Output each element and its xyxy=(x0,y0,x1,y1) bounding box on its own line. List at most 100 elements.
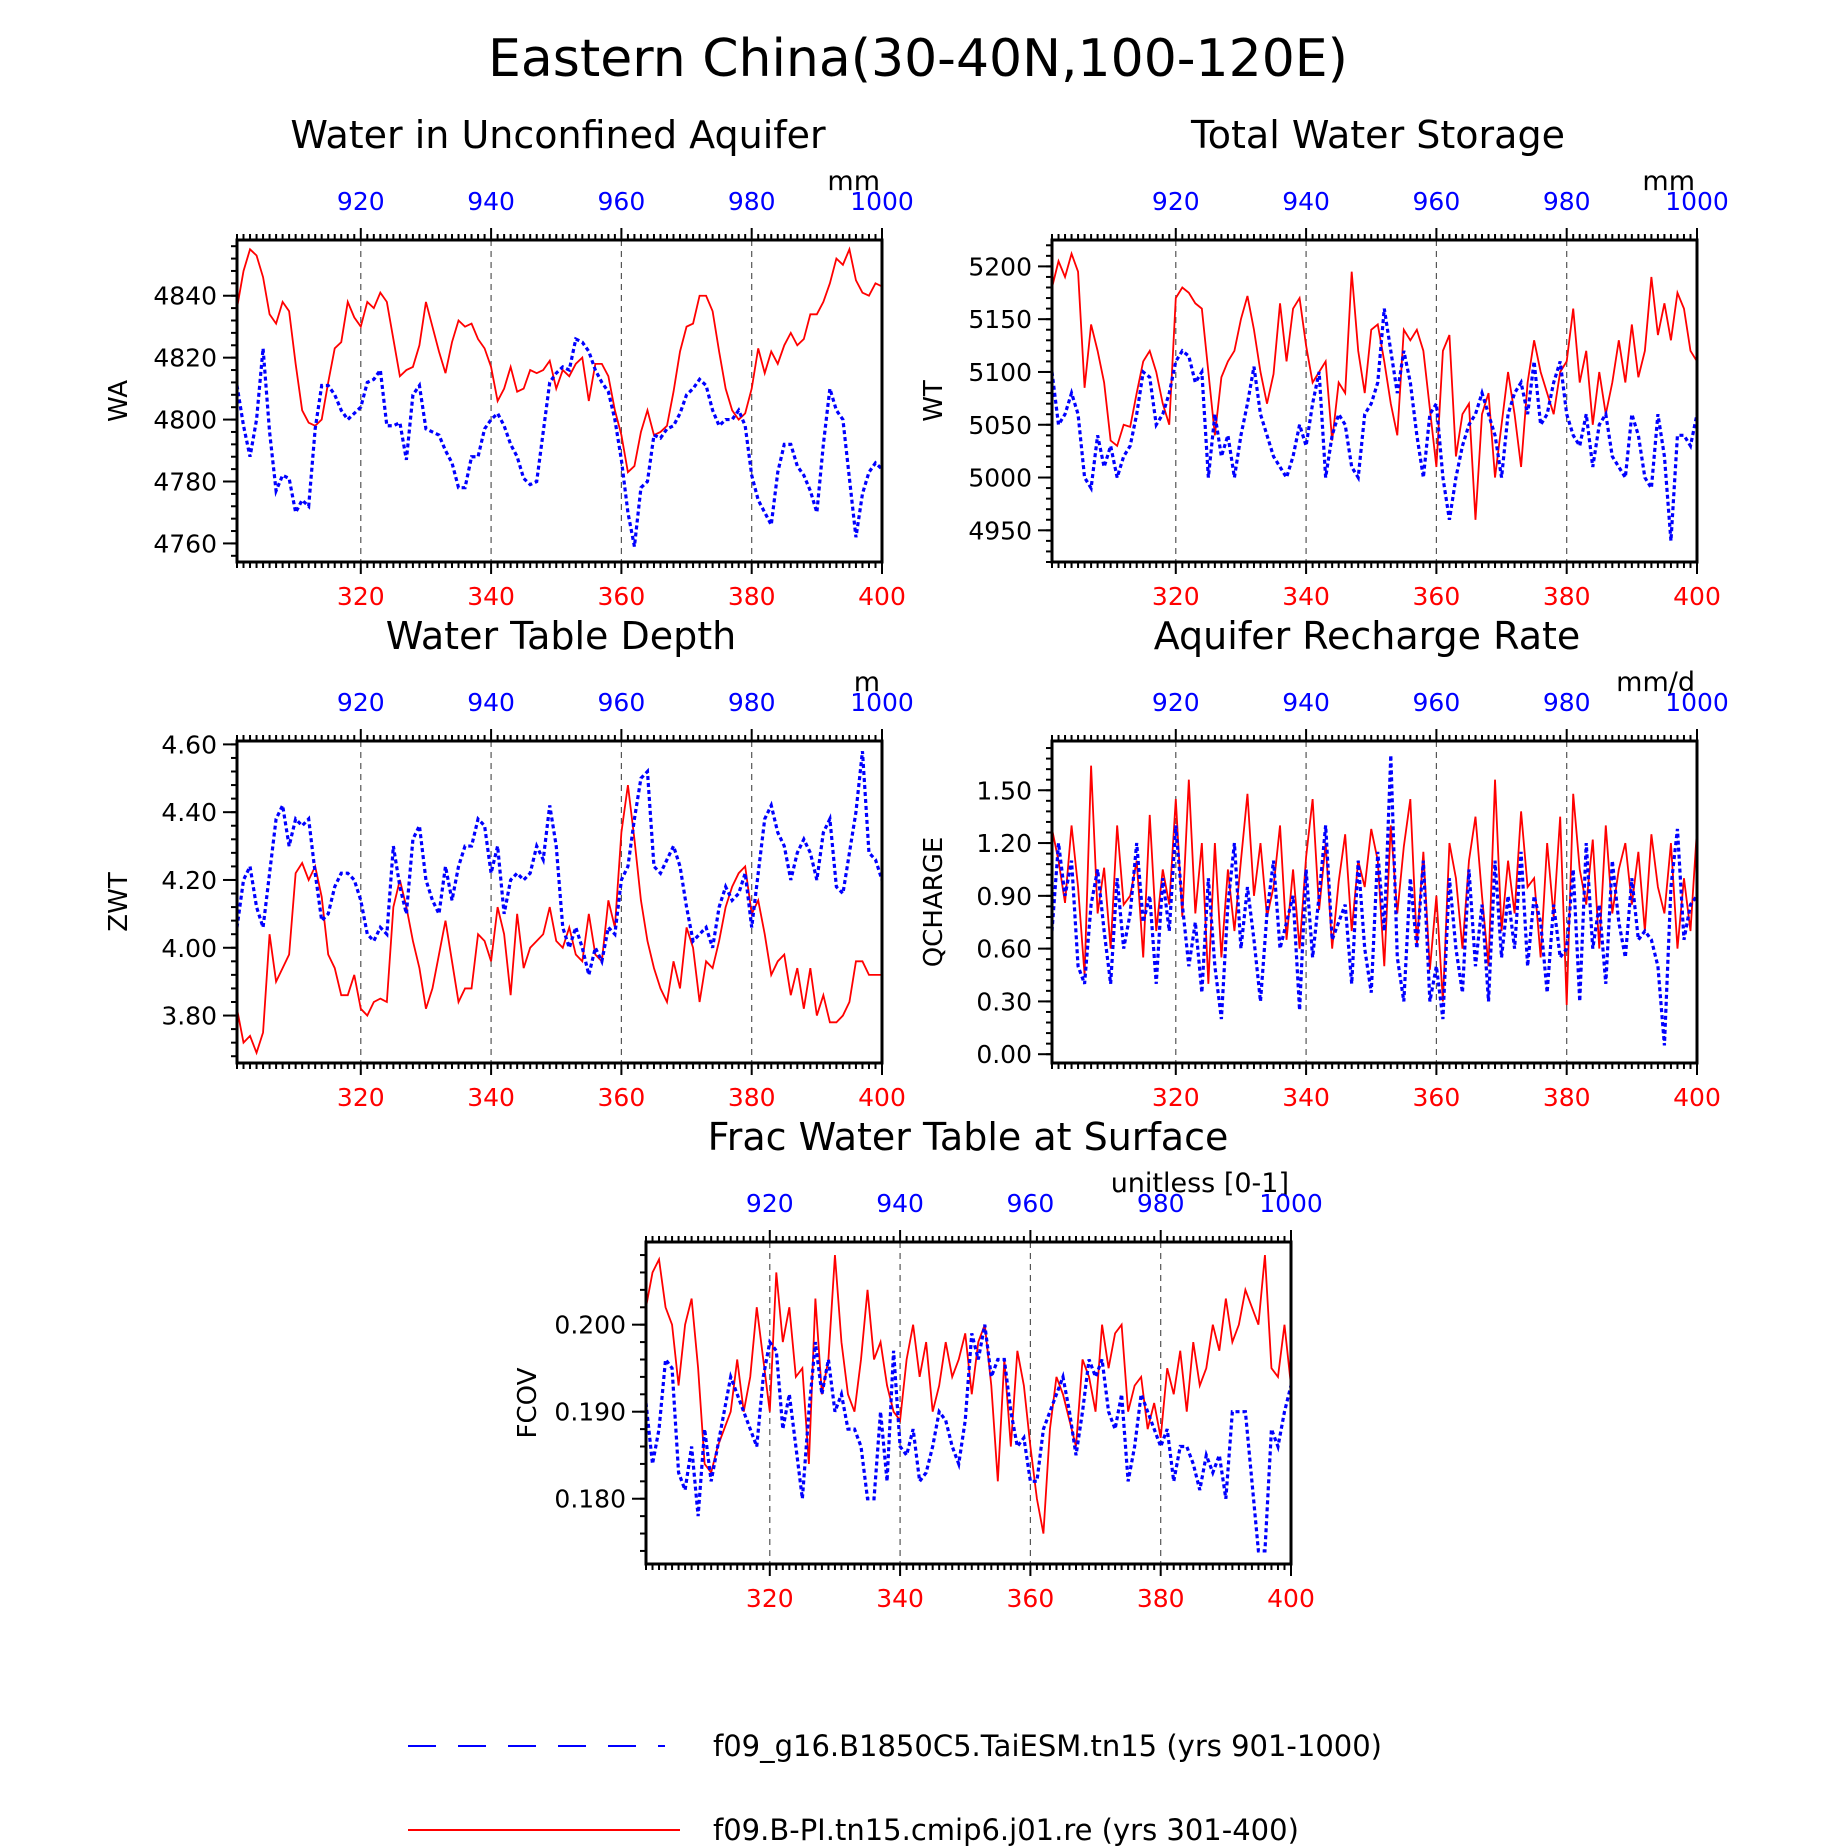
x-tick-label-top: 940 xyxy=(1282,187,1330,216)
x-tick-label-bottom: 360 xyxy=(1007,1584,1055,1613)
chart-panel: Aquifer Recharge Rate mm/d QCHARGE 320 340 36… xyxy=(919,614,1729,1112)
plot-frame xyxy=(1050,739,1699,1065)
plot-frame xyxy=(644,1240,1293,1566)
x-tick-label-bottom: 360 xyxy=(1413,1083,1461,1112)
y-tick-label: 4.40 xyxy=(161,798,217,827)
x-tick-label-top: 920 xyxy=(1152,688,1200,717)
series-line-red xyxy=(646,1254,1291,1534)
panel-title: Water in Unconfined Aquifer xyxy=(290,113,826,157)
legend-label-blue: f09_g16.B1850C5.TaiESM.tn15 (yrs 901-100… xyxy=(713,1729,1382,1763)
x-tick-label-top: 1000 xyxy=(850,187,914,216)
y-tick-label: 4950 xyxy=(968,516,1032,545)
x-tick-label-bottom: 380 xyxy=(728,582,776,611)
x-tick-label-top: 940 xyxy=(1282,688,1330,717)
panel-title: Frac Water Table at Surface xyxy=(708,1115,1229,1159)
x-tick-label-top: 1000 xyxy=(1665,187,1729,216)
x-tick-label-top: 920 xyxy=(337,688,385,717)
y-tick-label: 1.20 xyxy=(976,829,1032,858)
x-tick-label-top: 960 xyxy=(598,187,646,216)
y-tick-label: 0.60 xyxy=(976,935,1032,964)
x-tick-label-top: 940 xyxy=(467,187,515,216)
y-tick-label: 5000 xyxy=(968,464,1032,493)
series-line-blue xyxy=(237,336,882,547)
x-tick-label-top: 980 xyxy=(1543,688,1591,717)
x-tick-label-bottom: 340 xyxy=(467,582,515,611)
units-label: mm xyxy=(1642,166,1695,197)
x-tick-label-bottom: 400 xyxy=(1673,1083,1721,1112)
x-tick-label-bottom: 360 xyxy=(598,582,646,611)
x-tick-label-bottom: 400 xyxy=(858,1083,906,1112)
y-tick-label: 4.00 xyxy=(161,934,217,963)
x-tick-label-top: 1000 xyxy=(1665,688,1729,717)
x-tick-label-bottom: 360 xyxy=(1413,582,1461,611)
y-tick-label: 0.00 xyxy=(976,1040,1032,1069)
x-tick-label-top: 940 xyxy=(467,688,515,717)
series-line-blue xyxy=(237,751,882,976)
y-tick-label: 4760 xyxy=(153,529,217,558)
series-line-red xyxy=(1052,765,1697,1005)
series-line-blue xyxy=(1052,755,1697,1046)
x-tick-label-top: 1000 xyxy=(1259,1189,1323,1218)
x-tick-label-bottom: 320 xyxy=(1152,1083,1200,1112)
y-tick-label: 0.30 xyxy=(976,987,1032,1016)
y-tick-label: 5150 xyxy=(968,305,1032,334)
x-tick-label-bottom: 400 xyxy=(858,582,906,611)
x-tick-label-bottom: 380 xyxy=(1543,1083,1591,1112)
chart-panel: Frac Water Table at Surface unitless [0-1… xyxy=(513,1115,1323,1613)
y-tick-label: 0.180 xyxy=(554,1485,626,1514)
panel-title: Aquifer Recharge Rate xyxy=(1154,614,1581,658)
y-axis-label: QCHARGE xyxy=(919,837,949,968)
y-tick-label: 3.80 xyxy=(161,1002,217,1031)
y-tick-label: 4.60 xyxy=(161,730,217,759)
y-axis-label: ZWT xyxy=(104,872,134,932)
plot-frame xyxy=(235,238,884,564)
y-axis-label: WT xyxy=(919,380,949,422)
y-tick-label: 0.190 xyxy=(554,1398,626,1427)
plot-frame xyxy=(1050,238,1699,564)
legend: f09_g16.B1850C5.TaiESM.tn15 (yrs 901-100… xyxy=(408,1729,1382,1847)
x-tick-label-top: 940 xyxy=(876,1189,924,1218)
x-tick-label-bottom: 380 xyxy=(1137,1584,1185,1613)
panel-title: Water Table Depth xyxy=(386,614,737,658)
chart-panel: Total Water Storage mm WT 320 340 360 380 400 92… xyxy=(919,113,1729,611)
y-tick-label: 4800 xyxy=(153,406,217,435)
x-tick-label-bottom: 360 xyxy=(598,1083,646,1112)
y-tick-label: 4.20 xyxy=(161,866,217,895)
x-tick-label-bottom: 400 xyxy=(1673,582,1721,611)
x-tick-label-bottom: 400 xyxy=(1267,1584,1315,1613)
x-tick-label-bottom: 340 xyxy=(1282,582,1330,611)
series-line-red xyxy=(1052,250,1697,520)
x-tick-label-top: 960 xyxy=(598,688,646,717)
x-tick-label-bottom: 320 xyxy=(337,582,385,611)
plot-frame xyxy=(235,739,884,1065)
x-tick-label-top: 960 xyxy=(1413,187,1461,216)
y-tick-label: 4840 xyxy=(153,282,217,311)
x-tick-label-top: 980 xyxy=(1543,187,1591,216)
x-tick-label-top: 920 xyxy=(746,1189,794,1218)
x-tick-label-top: 980 xyxy=(728,187,776,216)
units-label: mm/d xyxy=(1616,667,1695,698)
y-tick-label: 4820 xyxy=(153,344,217,373)
series-line-blue xyxy=(1052,308,1697,542)
x-tick-label-top: 1000 xyxy=(850,688,914,717)
x-tick-label-top: 960 xyxy=(1007,1189,1055,1218)
x-tick-label-bottom: 380 xyxy=(1543,582,1591,611)
y-tick-label: 4780 xyxy=(153,468,217,497)
series-line-red xyxy=(237,246,882,475)
panel-title: Total Water Storage xyxy=(1190,113,1565,157)
x-tick-label-bottom: 320 xyxy=(746,1584,794,1613)
x-tick-label-top: 920 xyxy=(1152,187,1200,216)
x-tick-label-bottom: 380 xyxy=(728,1083,776,1112)
x-tick-label-top: 960 xyxy=(1413,688,1461,717)
y-tick-label: 0.90 xyxy=(976,882,1032,911)
x-tick-label-bottom: 340 xyxy=(467,1083,515,1112)
x-tick-label-bottom: 320 xyxy=(337,1083,385,1112)
x-tick-label-bottom: 320 xyxy=(1152,582,1200,611)
y-tick-label: 5200 xyxy=(968,252,1032,281)
y-tick-label: 0.200 xyxy=(554,1311,626,1340)
legend-label-red: f09.B-PI.tn15.cmip6.j01.re (yrs 301-400) xyxy=(713,1813,1299,1847)
y-tick-label: 1.50 xyxy=(976,776,1032,805)
